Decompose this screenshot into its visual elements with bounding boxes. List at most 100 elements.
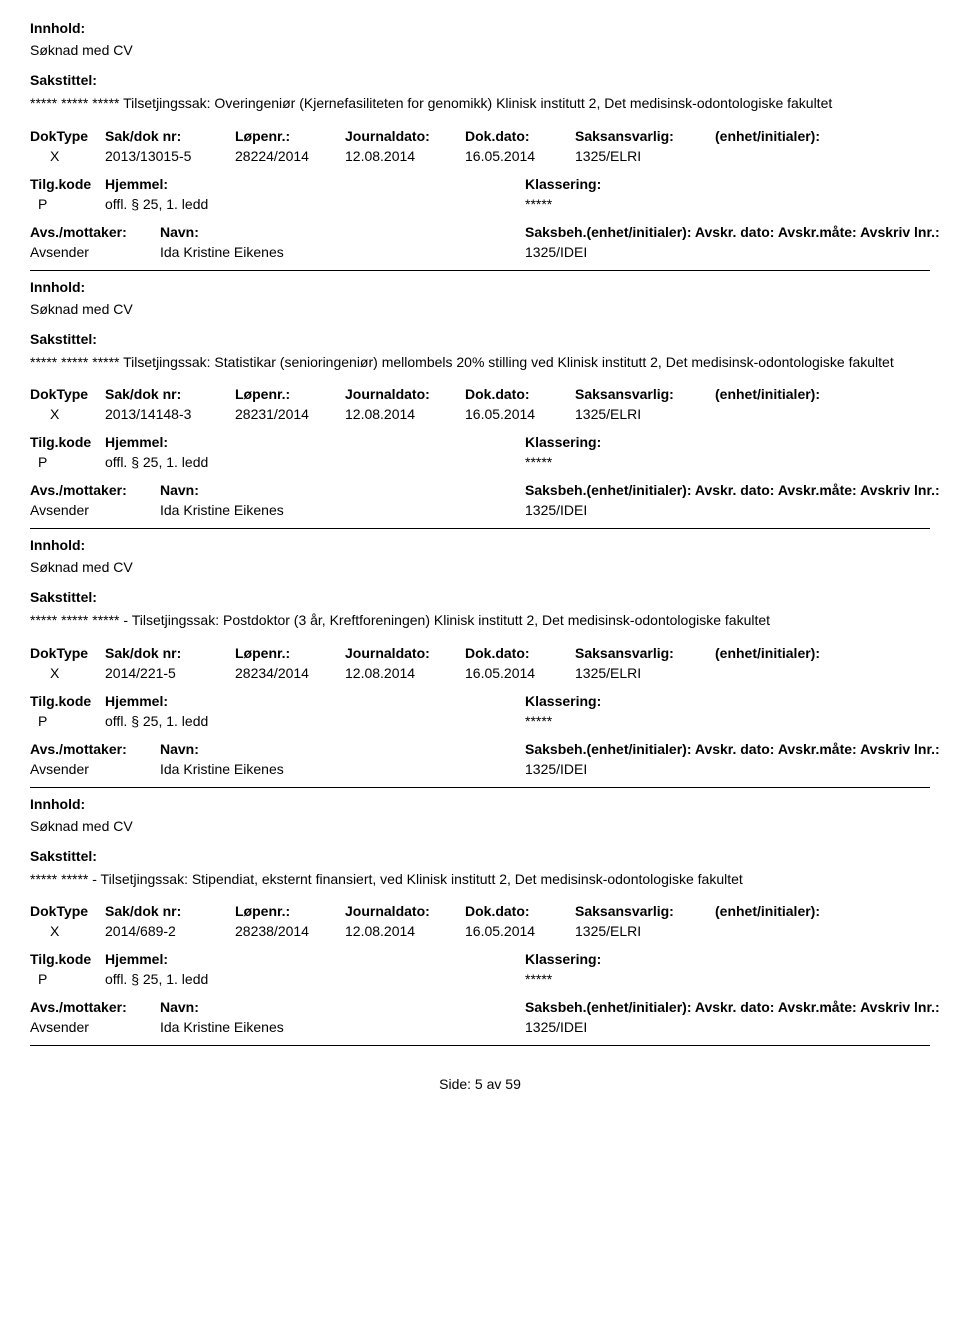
klassering-label: Klassering: xyxy=(525,693,601,709)
saknr-header: Sak/dok nr: xyxy=(105,128,235,144)
avsender-value: Avsender xyxy=(30,244,160,260)
avsender-value: Avsender xyxy=(30,1019,160,1035)
saknr-value: 2013/14148-3 xyxy=(105,406,235,422)
saksansvarlig-header: Saksansvarlig: xyxy=(575,128,715,144)
saksbeh-value: 1325/IDEI xyxy=(525,761,725,777)
klassering-label: Klassering: xyxy=(525,951,601,967)
enhet-value xyxy=(715,665,865,681)
navn-value: Ida Kristine Eikenes xyxy=(160,244,525,260)
avsender-value: Avsender xyxy=(30,502,160,518)
doktype-header: DokType xyxy=(30,903,105,919)
klassering-label: Klassering: xyxy=(525,176,601,192)
sakstittel-text: ***** ***** ***** Tilsetjingssak: Overin… xyxy=(30,94,930,114)
avsmottaker-label: Avs./mottaker: xyxy=(30,224,160,240)
doktype-header: DokType xyxy=(30,386,105,402)
doktype-value: X xyxy=(30,665,105,681)
record-header-row: DokType Sak/dok nr: Løpenr.: Journaldato… xyxy=(30,128,930,144)
saknr-header: Sak/dok nr: xyxy=(105,903,235,919)
innhold-text: Søknad med CV xyxy=(30,818,930,834)
record-header-row: DokType Sak/dok nr: Løpenr.: Journaldato… xyxy=(30,386,930,402)
innhold-label: Innhold: xyxy=(30,796,930,812)
journaldato-value: 12.08.2014 xyxy=(345,665,465,681)
sakstittel-label: Sakstittel: xyxy=(30,589,930,605)
saknr-header: Sak/dok nr: xyxy=(105,645,235,661)
tilgkode-value: P xyxy=(30,196,105,212)
sakstittel-text: ***** ***** ***** Tilsetjingssak: Statis… xyxy=(30,353,930,373)
saksansvarlig-value: 1325/ELRI xyxy=(575,148,715,164)
record-data-row: X 2014/221-5 28234/2014 12.08.2014 16.05… xyxy=(30,665,930,681)
sakstittel-label: Sakstittel: xyxy=(30,331,930,347)
tilgkode-label: Tilg.kode xyxy=(30,951,105,967)
saksbeh-label: Saksbeh.(enhet/initialer): Avskr. dato: … xyxy=(525,741,925,757)
saksbeh-value: 1325/IDEI xyxy=(525,244,725,260)
innhold-text: Søknad med CV xyxy=(30,301,930,317)
lopenr-header: Løpenr.: xyxy=(235,386,345,402)
journaldato-value: 12.08.2014 xyxy=(345,923,465,939)
journaldato-value: 12.08.2014 xyxy=(345,148,465,164)
klassering-value: ***** xyxy=(525,196,552,212)
hjemmel-data-row: P offl. § 25, 1. ledd ***** xyxy=(30,971,930,987)
mottaker-header-row: Avs./mottaker: Navn: Saksbeh.(enhet/init… xyxy=(30,741,930,757)
saknr-header: Sak/dok nr: xyxy=(105,386,235,402)
sakstittel-label: Sakstittel: xyxy=(30,72,930,88)
dokdato-value: 16.05.2014 xyxy=(465,406,575,422)
dokdato-value: 16.05.2014 xyxy=(465,148,575,164)
avsmottaker-label: Avs./mottaker: xyxy=(30,741,160,757)
hjemmel-value: offl. § 25, 1. ledd xyxy=(105,454,525,470)
enhet-header: (enhet/initialer): xyxy=(715,903,865,919)
dokdato-header: Dok.dato: xyxy=(465,386,575,402)
dokdato-header: Dok.dato: xyxy=(465,903,575,919)
doktype-header: DokType xyxy=(30,128,105,144)
avsmottaker-label: Avs./mottaker: xyxy=(30,482,160,498)
tilgkode-label: Tilg.kode xyxy=(30,434,105,450)
saknr-value: 2014/221-5 xyxy=(105,665,235,681)
sakstittel-label: Sakstittel: xyxy=(30,848,930,864)
hjemmel-value: offl. § 25, 1. ledd xyxy=(105,971,525,987)
lopenr-header: Løpenr.: xyxy=(235,645,345,661)
lopenr-header: Løpenr.: xyxy=(235,903,345,919)
page-footer: Side: 5 av 59 xyxy=(30,1076,930,1092)
avsmottaker-label: Avs./mottaker: xyxy=(30,999,160,1015)
tilgkode-value: P xyxy=(30,713,105,729)
saksbeh-label: Saksbeh.(enhet/initialer): Avskr. dato: … xyxy=(525,482,925,498)
mottaker-header-row: Avs./mottaker: Navn: Saksbeh.(enhet/init… xyxy=(30,482,930,498)
navn-label: Navn: xyxy=(160,224,525,240)
saksansvarlig-header: Saksansvarlig: xyxy=(575,903,715,919)
saknr-value: 2013/13015-5 xyxy=(105,148,235,164)
hjemmel-label: Hjemmel: xyxy=(105,176,525,192)
enhet-value xyxy=(715,148,865,164)
navn-value: Ida Kristine Eikenes xyxy=(160,502,525,518)
mottaker-data-row: Avsender Ida Kristine Eikenes 1325/IDEI xyxy=(30,761,930,777)
enhet-value xyxy=(715,923,865,939)
hjemmel-header-row: Tilg.kode Hjemmel: Klassering: xyxy=(30,434,930,450)
saksbeh-value: 1325/IDEI xyxy=(525,502,725,518)
hjemmel-value: offl. § 25, 1. ledd xyxy=(105,196,525,212)
doktype-value: X xyxy=(30,406,105,422)
journaldato-header: Journaldato: xyxy=(345,386,465,402)
journaldato-header: Journaldato: xyxy=(345,645,465,661)
record-header-row: DokType Sak/dok nr: Løpenr.: Journaldato… xyxy=(30,903,930,919)
avsender-value: Avsender xyxy=(30,761,160,777)
hjemmel-data-row: P offl. § 25, 1. ledd ***** xyxy=(30,454,930,470)
saksansvarlig-header: Saksansvarlig: xyxy=(575,386,715,402)
hjemmel-header-row: Tilg.kode Hjemmel: Klassering: xyxy=(30,951,930,967)
hjemmel-header-row: Tilg.kode Hjemmel: Klassering: xyxy=(30,176,930,192)
enhet-header: (enhet/initialer): xyxy=(715,645,865,661)
mottaker-data-row: Avsender Ida Kristine Eikenes 1325/IDEI xyxy=(30,502,930,518)
hjemmel-header-row: Tilg.kode Hjemmel: Klassering: xyxy=(30,693,930,709)
navn-label: Navn: xyxy=(160,741,525,757)
saksansvarlig-value: 1325/ELRI xyxy=(575,406,715,422)
mottaker-header-row: Avs./mottaker: Navn: Saksbeh.(enhet/init… xyxy=(30,999,930,1015)
lopenr-value: 28224/2014 xyxy=(235,148,345,164)
mottaker-data-row: Avsender Ida Kristine Eikenes 1325/IDEI xyxy=(30,1019,930,1035)
hjemmel-data-row: P offl. § 25, 1. ledd ***** xyxy=(30,196,930,212)
doktype-header: DokType xyxy=(30,645,105,661)
saksansvarlig-value: 1325/ELRI xyxy=(575,923,715,939)
journaldato-header: Journaldato: xyxy=(345,903,465,919)
lopenr-value: 28234/2014 xyxy=(235,665,345,681)
dokdato-header: Dok.dato: xyxy=(465,645,575,661)
lopenr-header: Løpenr.: xyxy=(235,128,345,144)
mottaker-header-row: Avs./mottaker: Navn: Saksbeh.(enhet/init… xyxy=(30,224,930,240)
journal-record: Innhold: Søknad med CV Sakstittel: *****… xyxy=(30,796,930,1047)
saksbeh-label: Saksbeh.(enhet/initialer): Avskr. dato: … xyxy=(525,999,925,1015)
